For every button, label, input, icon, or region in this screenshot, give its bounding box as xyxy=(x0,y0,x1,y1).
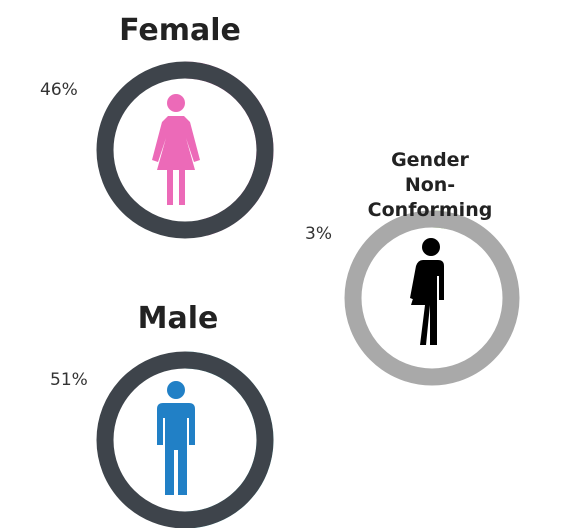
male-icon xyxy=(157,381,195,495)
value-label: 51% xyxy=(50,370,88,390)
female-icon xyxy=(152,94,200,205)
chart-title: Female xyxy=(119,13,241,48)
donut-track xyxy=(344,210,520,386)
chart-title: Gender Non-Conforming xyxy=(367,149,493,221)
value-label: 46% xyxy=(40,80,78,100)
donut-track xyxy=(96,351,274,528)
value-label: 3% xyxy=(305,224,332,244)
chart-title: Male xyxy=(137,301,219,336)
gnc-icon xyxy=(410,238,444,345)
donut-track xyxy=(96,61,274,239)
